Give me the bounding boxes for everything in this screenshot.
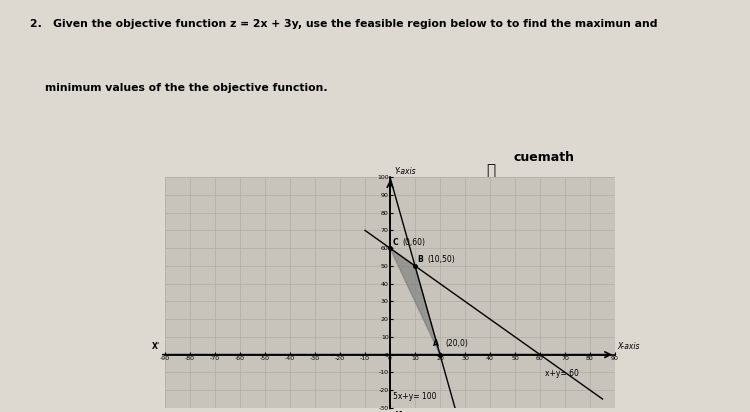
Text: (0,60): (0,60) — [403, 238, 425, 247]
Text: Y-axis: Y-axis — [395, 167, 417, 176]
Text: x+y= 60: x+y= 60 — [545, 369, 579, 378]
Text: (10,50): (10,50) — [427, 255, 455, 265]
Text: B: B — [418, 255, 423, 265]
Text: 2.   Given the objective function z = 2x + 3y, use the feasible region below to : 2. Given the objective function z = 2x +… — [30, 19, 658, 28]
Polygon shape — [390, 248, 440, 355]
Text: cuemath: cuemath — [514, 151, 574, 164]
Text: 5x+y= 100: 5x+y= 100 — [393, 392, 436, 401]
Text: minimum values of the the objective function.: minimum values of the the objective func… — [45, 83, 328, 94]
Text: A: A — [433, 339, 438, 348]
Text: (20,0): (20,0) — [445, 339, 468, 348]
Text: X-axis: X-axis — [617, 342, 640, 351]
Text: X': X' — [152, 342, 160, 351]
Text: THE MATH EXPERT: THE MATH EXPERT — [514, 179, 584, 188]
Text: C: C — [392, 238, 398, 247]
Text: 🚀: 🚀 — [487, 163, 496, 178]
